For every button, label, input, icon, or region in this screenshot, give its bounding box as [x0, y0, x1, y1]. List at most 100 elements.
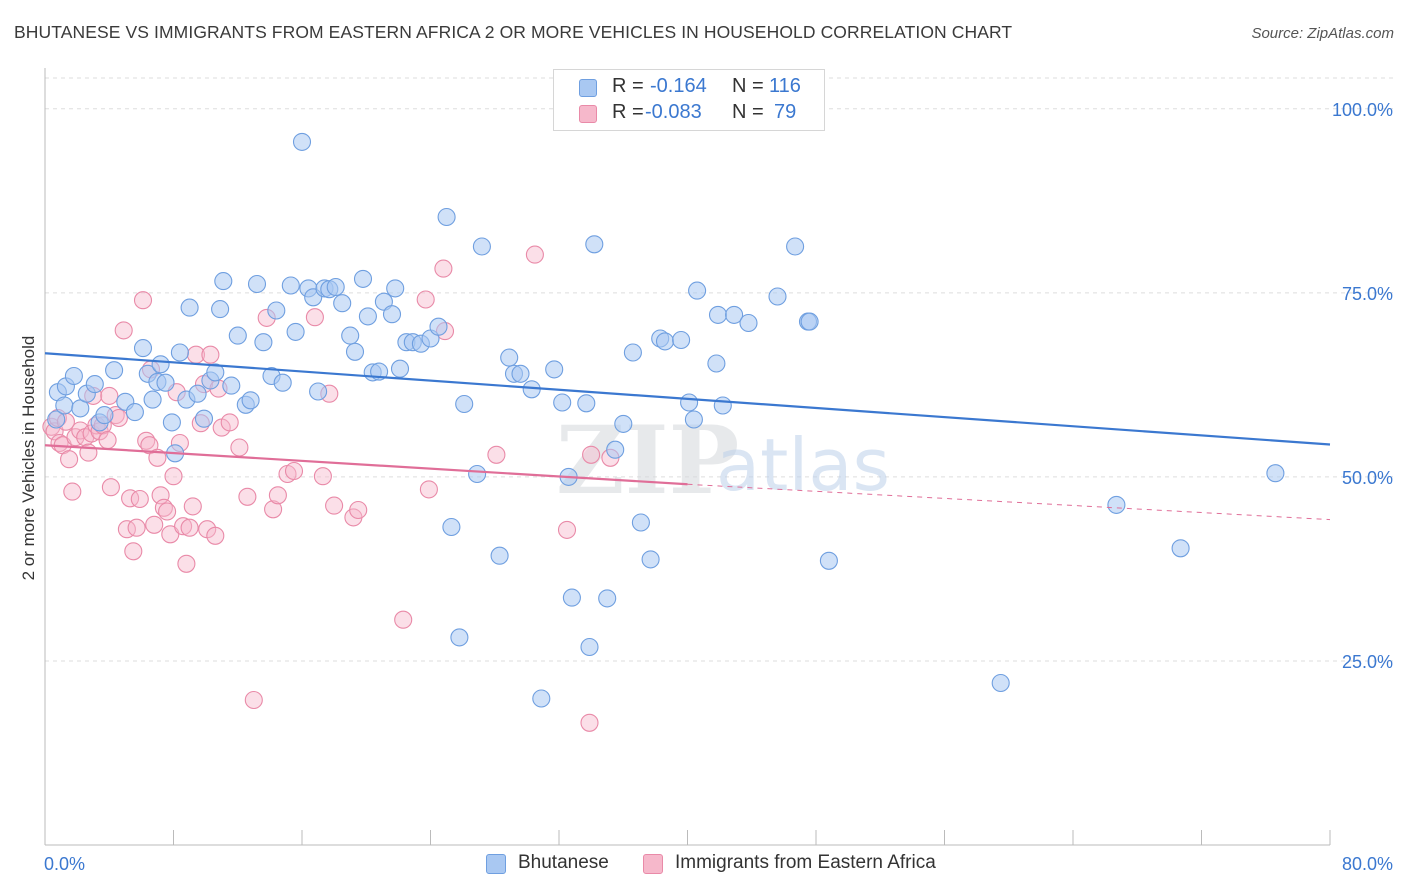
legend-swatch-bhutanese [486, 854, 506, 874]
axes [44, 68, 1331, 846]
point-immigrants [117, 520, 136, 539]
point-immigrants [145, 515, 164, 534]
trend-line-immigrants-projection [687, 483, 1331, 521]
point-bhutanese [247, 274, 267, 294]
point-bhutanese [55, 396, 74, 415]
point-immigrants [394, 610, 413, 629]
point-bhutanese [214, 272, 233, 291]
series-bhutanese [47, 99, 1285, 708]
point-immigrants [305, 308, 324, 327]
y-tick-label: 75.0% [1342, 284, 1393, 304]
point-immigrants [130, 489, 149, 509]
y-tick-label: 100.0% [1332, 100, 1393, 120]
point-bhutanese [341, 326, 360, 345]
point-bhutanese [326, 277, 345, 297]
point-bhutanese [631, 513, 650, 532]
legend-row-bhutanese: R = -0.164 N = 116 [554, 74, 824, 100]
point-immigrants [121, 489, 140, 508]
point-immigrants [114, 321, 133, 340]
point-bhutanese [267, 301, 286, 320]
point-bhutanese [390, 359, 410, 378]
point-bhutanese [532, 689, 551, 708]
point-immigrants [220, 413, 239, 432]
point-bhutanese [47, 410, 66, 429]
legend-label-immigrants: Immigrants from Eastern Africa [675, 852, 936, 873]
x-tick-labels: 0.0% 80.0% [44, 854, 1393, 874]
point-bhutanese [241, 391, 260, 410]
point-bhutanese [429, 317, 448, 336]
point-bhutanese [1171, 539, 1190, 558]
point-bhutanese [545, 360, 564, 379]
point-bhutanese [623, 343, 642, 362]
point-bhutanese [95, 406, 114, 425]
trend-line-bhutanese [44, 352, 1331, 446]
source-credit[interactable]: Source: ZipAtlas.com [1251, 25, 1394, 42]
point-immigrants [238, 487, 257, 506]
point-bhutanese [800, 312, 819, 331]
point-bhutanese [511, 364, 530, 383]
point-immigrants [582, 445, 601, 464]
point-immigrants [100, 386, 119, 405]
point-bhutanese [222, 376, 241, 395]
point-immigrants [180, 518, 199, 537]
point-bhutanese [1107, 495, 1126, 514]
legend-n-value: 79 [774, 101, 797, 123]
point-bhutanese [254, 333, 273, 352]
point-bhutanese [819, 551, 838, 570]
point-immigrants [264, 500, 283, 519]
point-bhutanese [273, 373, 292, 392]
point-bhutanese [725, 305, 744, 324]
legend-r-value: -0.083 [645, 101, 702, 123]
legend-r-label: R = [612, 101, 644, 123]
point-bhutanese [580, 637, 599, 657]
point-bhutanese [333, 294, 352, 313]
point-bhutanese [684, 410, 703, 429]
point-bhutanese [105, 361, 124, 380]
point-bhutanese [64, 366, 83, 386]
point-bhutanese [472, 237, 491, 256]
point-bhutanese [598, 589, 617, 608]
point-immigrants [434, 259, 453, 278]
point-bhutanese [991, 673, 1010, 693]
point-bhutanese [768, 287, 787, 306]
point-immigrants [177, 554, 196, 573]
point-immigrants [487, 445, 506, 464]
y-tick-label: 50.0% [1342, 468, 1393, 488]
point-bhutanese [562, 588, 581, 607]
point-immigrants [325, 496, 344, 515]
point-immigrants [133, 291, 153, 310]
x-tick-label-min: 0.0% [44, 854, 85, 874]
point-bhutanese [85, 375, 104, 394]
point-bhutanese [655, 332, 675, 351]
point-bhutanese [281, 276, 300, 295]
point-bhutanese [162, 413, 181, 432]
point-bhutanese [386, 279, 405, 298]
point-bhutanese [188, 384, 207, 403]
point-bhutanese [143, 390, 162, 409]
point-bhutanese [680, 393, 699, 412]
point-bhutanese [713, 396, 732, 415]
point-bhutanese [707, 354, 726, 373]
point-bhutanese [170, 343, 189, 362]
watermark-zip: ZIP [556, 406, 739, 516]
point-bhutanese [490, 546, 509, 565]
point-bhutanese [553, 393, 572, 412]
series-immigrants-eastern-africa [42, 245, 620, 732]
point-bhutanese [739, 313, 758, 333]
point-immigrants [201, 345, 220, 364]
point-bhutanese [151, 355, 170, 374]
point-immigrants [60, 450, 79, 469]
point-bhutanese [309, 382, 328, 401]
point-immigrants [174, 517, 193, 536]
point-immigrants [268, 486, 287, 505]
point-immigrants [284, 461, 304, 481]
point-immigrants [244, 690, 263, 710]
point-bhutanese [194, 409, 214, 428]
point-immigrants [230, 438, 249, 457]
y-axis-label-group: 2 or more Vehicles in Household [19, 336, 38, 581]
legend-n-label: N = [732, 75, 764, 97]
legend-row-immigrants: R = -0.083 N = 79 [554, 100, 824, 126]
y-tick-labels: 25.0% 50.0% 75.0% 100.0% [1332, 100, 1393, 672]
